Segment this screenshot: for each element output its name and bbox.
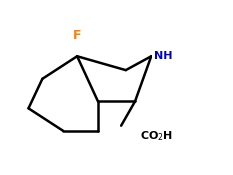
Text: NH: NH [154, 51, 172, 61]
Text: CO$_2$H: CO$_2$H [140, 129, 173, 143]
Text: F: F [73, 29, 81, 42]
